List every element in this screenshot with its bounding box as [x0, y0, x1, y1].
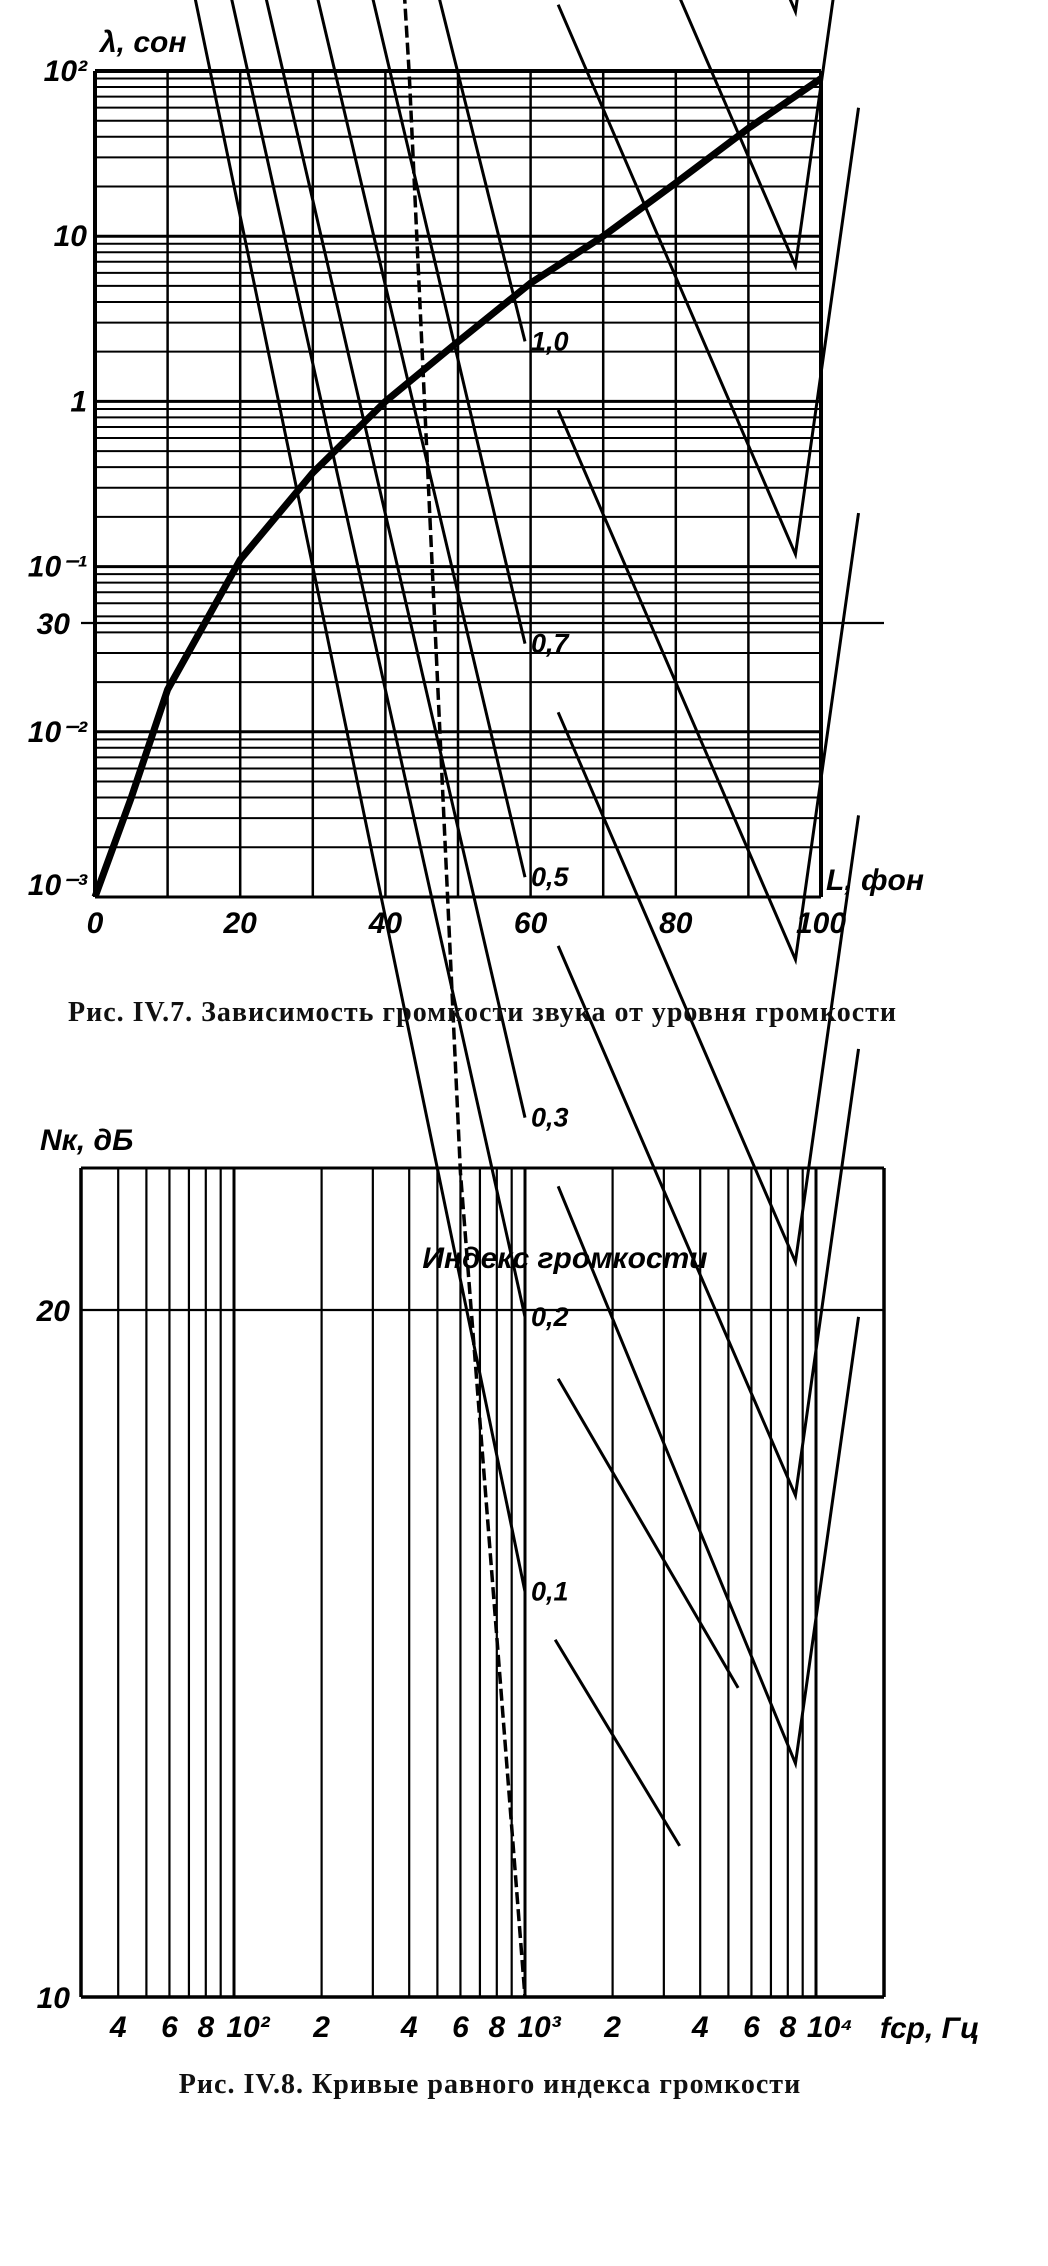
index-curve-right — [788, 0, 799, 18]
x-tick-label: 4 — [109, 2011, 127, 2044]
dashed-boundary-line — [402, 0, 527, 1998]
index-curve-right — [556, 711, 861, 1268]
index-curve-right — [556, 409, 861, 966]
x-tick-label: 10³ — [517, 2011, 561, 2044]
x-tick-label: 10² — [226, 2011, 270, 2044]
index-curve-right — [556, 4, 861, 560]
index-curve-right — [679, 0, 835, 272]
x-tick-label: 6 — [743, 2011, 760, 2044]
x-tick-label: 2 — [603, 2011, 621, 2044]
curve-index-label: 0,2 — [531, 1302, 569, 1332]
y-tick-label: 1 — [70, 385, 87, 418]
x-tick-label: 8 — [488, 2011, 505, 2044]
index-curve-left — [193, 0, 527, 1592]
x-tick-label: 2 — [312, 2011, 330, 2044]
index-curve-left — [371, 0, 527, 644]
index-curve-right — [556, 1377, 740, 1689]
curve-index-label: 0,3 — [531, 1103, 569, 1133]
x-tick-label: 6 — [452, 2011, 469, 2044]
index-curve-left — [316, 0, 527, 878]
index-curve-left — [230, 0, 527, 1318]
index-curve-right — [556, 1185, 861, 1770]
y-tick-label: 20 — [36, 1295, 71, 1328]
x-tick-label: 4 — [400, 2011, 418, 2044]
y-tick-label: 10 — [54, 220, 88, 253]
x-tick-label: 4 — [691, 2011, 709, 2044]
y-tick-label: 30 — [37, 608, 71, 641]
index-curve-left — [264, 0, 527, 1118]
x-tick-label: 80 — [659, 907, 693, 940]
curve-index-label: 1,0 — [531, 326, 569, 356]
x-tick-label: 8 — [779, 2011, 796, 2044]
x-tick-label: 20 — [223, 907, 258, 940]
y-tick-label: 10⁻² — [28, 716, 88, 749]
x-tick-label: 6 — [161, 2011, 178, 2044]
curve-index-label: 0,5 — [531, 862, 570, 892]
chart-equal-loudness-index: 15010080605040302520151210865432,521,51,… — [36, 0, 979, 2045]
x-tick-label: 60 — [514, 907, 548, 940]
x-tick-label: 8 — [197, 2011, 214, 2044]
legend-annotation: Индекс громкости — [422, 1242, 707, 1275]
index-curve-left — [438, 0, 527, 342]
x-tick-label: 100 — [796, 907, 846, 940]
y-tick-label: 10⁻³ — [28, 869, 88, 902]
y-axis-title: Nк, дБ — [40, 1124, 133, 1157]
y-tick-label: 10² — [44, 55, 88, 88]
y-axis-title: λ, сон — [98, 26, 186, 59]
curve-index-label: 0,7 — [531, 629, 571, 659]
y-tick-label: 10⁻¹ — [28, 551, 87, 584]
index-curve-right — [553, 1638, 681, 1847]
x-axis-title: L, фон — [826, 864, 924, 897]
curve-index-label: 0,1 — [531, 1577, 569, 1607]
index-curve-right — [556, 945, 861, 1501]
x-tick-label: 10⁴ — [807, 2011, 853, 2044]
x-axis-title: fср, Гц — [880, 2012, 979, 2045]
caption-fig-iv7: Рис. IV.7. Зависимость громкости звука о… — [67, 997, 898, 1028]
caption-fig-iv8: Рис. IV.8. Кривые равного индекса громко… — [178, 2069, 802, 2100]
y-tick-label: 10 — [37, 1982, 71, 2015]
x-tick-label: 0 — [87, 907, 104, 940]
